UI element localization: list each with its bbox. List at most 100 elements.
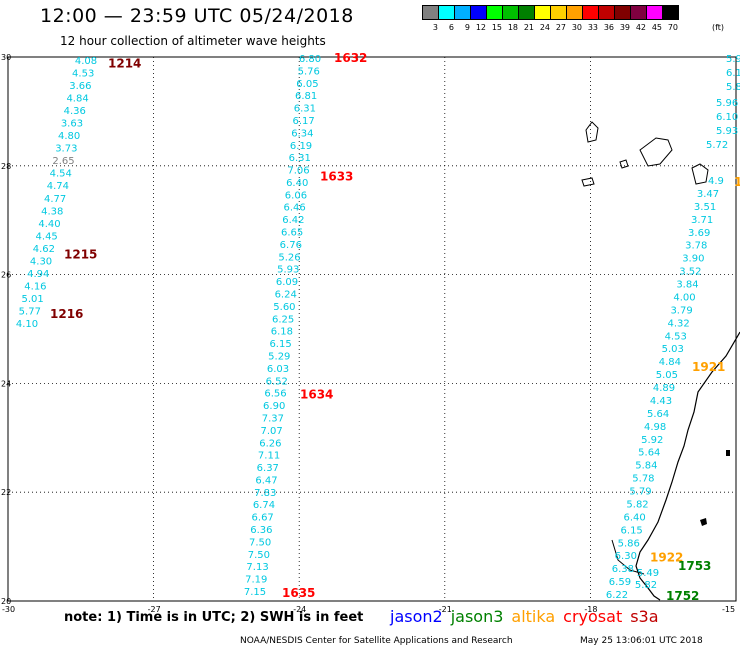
wave-height-label: 5.9 bbox=[726, 54, 740, 65]
wave-height-label: 5.64 bbox=[638, 448, 660, 459]
wave-height-label: 4.53 bbox=[72, 69, 94, 80]
pass-time-label: 1922 bbox=[650, 550, 683, 564]
map-border bbox=[7, 56, 737, 602]
wave-height-label: 6.25 bbox=[272, 314, 294, 325]
wave-height-label: 6.34 bbox=[291, 128, 313, 139]
wave-height-label: 6.26 bbox=[259, 438, 281, 449]
satellite-legend-item: altika bbox=[511, 607, 556, 626]
wave-height-label: 7.11 bbox=[258, 451, 280, 462]
pass-time-label: 1634 bbox=[300, 387, 333, 401]
pass-time-label: 1752 bbox=[666, 589, 699, 603]
lon-tick-label: -15 bbox=[722, 605, 735, 614]
lat-tick-label: 26 bbox=[1, 271, 11, 280]
legend-label: 33 bbox=[587, 23, 598, 32]
wave-height-label: 6.65 bbox=[281, 228, 303, 239]
wave-height-label: 5.76 bbox=[298, 66, 320, 77]
wave-height-label: 4.36 bbox=[64, 106, 86, 117]
wave-height-label: 6.40 bbox=[623, 512, 645, 523]
wave-height-label: 6.38 bbox=[612, 564, 634, 575]
island-la-palma bbox=[585, 121, 599, 143]
wave-height-label: 5.8 bbox=[726, 82, 740, 93]
wave-height-label: 4.32 bbox=[668, 318, 690, 329]
wave-height-label: 6.31 bbox=[294, 104, 316, 115]
legend-label: 6 bbox=[448, 23, 454, 32]
wave-height-label: 6.76 bbox=[280, 240, 302, 251]
wave-height-label: 6.56 bbox=[264, 389, 286, 400]
wave-height-label: 7.13 bbox=[246, 562, 268, 573]
wave-height-label: 6.37 bbox=[257, 463, 279, 474]
wave-height-label: 6.03 bbox=[267, 364, 289, 375]
wave-height-label: 4.38 bbox=[41, 206, 63, 217]
small-island bbox=[700, 518, 707, 526]
wave-height-label: 7.19 bbox=[245, 575, 267, 586]
wave-height-label: 4.40 bbox=[38, 219, 60, 230]
lat-tick-label: 20 bbox=[1, 597, 11, 606]
wave-height-label: 6.09 bbox=[276, 277, 298, 288]
wave-height-label: 5.64 bbox=[647, 409, 669, 420]
legend-swatch bbox=[662, 5, 679, 20]
wave-height-label: 6.81 bbox=[295, 91, 317, 102]
wave-height-label: 5.82 bbox=[635, 580, 657, 591]
wave-height-label: 6.40 bbox=[286, 178, 308, 189]
wave-height-label: 6.24 bbox=[275, 290, 297, 301]
pass-time-label: 1215 bbox=[64, 247, 97, 261]
wave-height-label: 6.15 bbox=[621, 525, 643, 536]
pass-time-label: 1635 bbox=[282, 586, 315, 600]
wave-height-label: 3.69 bbox=[688, 228, 710, 239]
wave-height-label: 3.51 bbox=[694, 202, 716, 213]
wave-height-label: 6.74 bbox=[253, 500, 275, 511]
island-gran-canaria bbox=[691, 163, 709, 185]
wave-height-label: 4.89 bbox=[653, 383, 675, 394]
legend-label: 9 bbox=[464, 23, 470, 32]
pass-time-label: 1216 bbox=[50, 307, 83, 321]
legend-label: 45 bbox=[651, 23, 662, 32]
legend-unit: (ft) bbox=[712, 23, 725, 32]
wave-height-label: 6.80 bbox=[299, 54, 321, 65]
wave-height-label: 6.18 bbox=[271, 327, 293, 338]
wave-labels: 4.084.533.664.844.363.634.803.732.654.54… bbox=[16, 51, 740, 603]
pass-time-label: 1921 bbox=[692, 360, 725, 374]
wave-height-label: 5.05 bbox=[656, 370, 678, 381]
lat-tick-label: 30 bbox=[1, 53, 11, 62]
satellite-legend-item: jason3 bbox=[450, 607, 504, 626]
pass-time-label: 1632 bbox=[334, 51, 367, 65]
legend-label: 21 bbox=[523, 23, 534, 32]
wave-height-label: 4.74 bbox=[47, 181, 69, 192]
wave-height-label: 4.53 bbox=[665, 331, 687, 342]
footer-note: note: 1) Time is in UTC; 2) SWH is in fe… bbox=[64, 610, 364, 625]
wave-height-label: 6.05 bbox=[296, 79, 318, 90]
wave-height-label: 6.36 bbox=[250, 525, 272, 536]
wave-height-label: 2.65 bbox=[52, 156, 74, 167]
wave-height-label: 3.73 bbox=[55, 144, 77, 155]
legend-label: 18 bbox=[507, 23, 518, 32]
satellite-legend-item: s3a bbox=[630, 607, 659, 626]
lat-tick-label: 24 bbox=[1, 379, 11, 388]
color-legend-labels: 3 6 9 12 15 18 21 24 27 30 33 36 39 42 45 70 bbox=[422, 23, 678, 32]
wave-height-label: 3.84 bbox=[676, 280, 698, 291]
wave-height-label: 6.17 bbox=[292, 116, 314, 127]
legend-label: 70 bbox=[667, 23, 678, 32]
wave-height-label: 6.06 bbox=[285, 190, 307, 201]
wave-height-label: 5.79 bbox=[629, 487, 651, 498]
lon-tick-label: -21 bbox=[439, 605, 452, 614]
wave-height-label: 4.54 bbox=[50, 169, 72, 180]
wave-height-label: 7.83 bbox=[254, 488, 276, 499]
wave-height-label: 6.19 bbox=[290, 141, 312, 152]
pass-time-label: 1633 bbox=[320, 170, 353, 184]
wave-height-label: 7.50 bbox=[248, 550, 270, 561]
legend-label: 24 bbox=[539, 23, 550, 32]
african-coast bbox=[635, 331, 740, 601]
wave-height-label: 4.9 bbox=[708, 176, 724, 187]
small-island-2 bbox=[726, 450, 730, 456]
satellite-legend-item: jason2 bbox=[390, 607, 443, 626]
wave-height-label: 5.93 bbox=[716, 126, 738, 137]
wave-height-label: 4.00 bbox=[673, 292, 695, 303]
wave-height-label: 7.50 bbox=[249, 537, 271, 548]
wave-height-label: 3.79 bbox=[670, 305, 692, 316]
legend-label: 27 bbox=[555, 23, 566, 32]
wave-height-label: 6.10 bbox=[716, 112, 738, 123]
wave-height-label: 6.47 bbox=[255, 475, 277, 486]
wave-height-label: 4.77 bbox=[44, 194, 66, 205]
wave-height-label: 6.67 bbox=[252, 513, 274, 524]
